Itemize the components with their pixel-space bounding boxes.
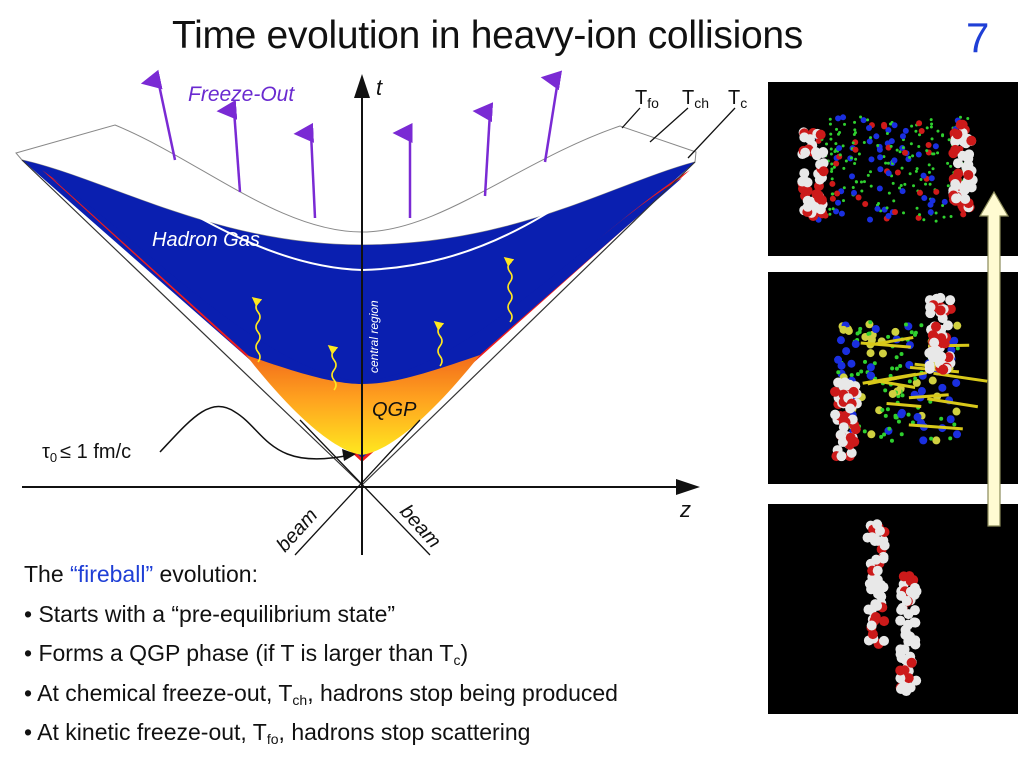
slide-number: 7 [966,14,990,61]
hadron-gas-region [22,160,695,458]
time-arrow-icon [979,190,1009,527]
z-axis-arrow [676,479,700,495]
beam-label-left: beam [272,504,322,556]
nuclei-particles [862,519,922,697]
caption-intro: The “fireball” evolution: [24,561,258,587]
freeze-out-arrows [140,69,563,219]
t-ch-label: Tch [682,87,709,111]
caption-bullet-4: • At kinetic freeze-out, Tfo, hadrons st… [24,719,531,747]
t-c-label: Tc [728,87,747,111]
hadron-gas-label: Hadron Gas [152,229,260,251]
central-region-label: central region [367,300,381,373]
caption-bullet-2: • Forms a QGP phase (if T is larger than… [24,640,469,668]
z-axis-label: z [679,497,691,522]
photon-emissions [251,257,515,391]
qgp-particles [830,292,988,462]
qgp-snapshot [768,272,1018,484]
hadron-gas-particles [797,114,978,223]
t-fo-label: Tfo [635,87,659,111]
caption-bullet-3: • At chemical freeze-out, Tch, hadrons s… [24,679,618,708]
tau0-pointer [159,405,351,460]
hadron-gas-snapshot [768,82,1018,256]
beam-line-left [294,419,421,556]
fireball-highlight: “fireball” [70,561,154,587]
tau0-label: τ0 ≤ 1 fm/c [42,441,131,465]
t-axis-arrow [354,74,370,98]
t-axis-label: t [376,75,383,100]
spacetime-diagram: Freeze-Out t z Tfo Tch Tc Hadron Gas QGP… [15,69,747,556]
beam-line-right [299,419,431,556]
slide-title: Time evolution in heavy-ion collisions [172,14,803,57]
caption: The “fireball” evolution: • Starts with … [24,555,618,753]
freeze-out-label: Freeze-Out [188,83,295,106]
initial-nuclei-snapshot [768,504,1018,714]
caption-bullet-1: • Starts with a “pre-equilibrium state” [24,600,396,627]
qgp-label: QGP [372,399,417,421]
